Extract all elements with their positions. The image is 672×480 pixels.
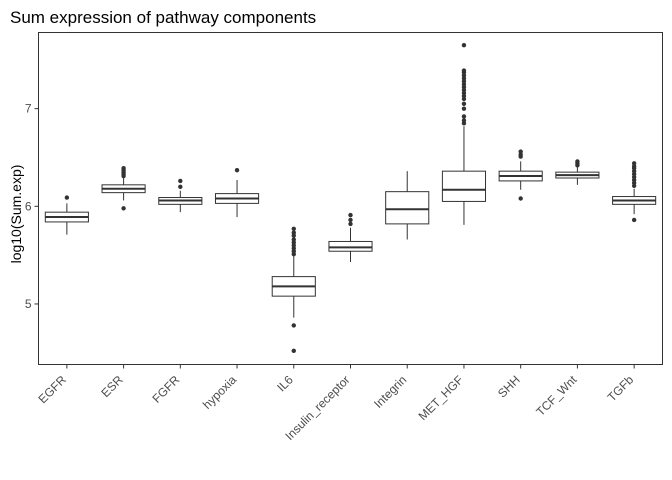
outlier-point [234, 167, 240, 173]
outlier-point [461, 68, 467, 73]
outlier-point [631, 217, 637, 223]
outlier-point [291, 348, 296, 354]
outlier-point [461, 42, 467, 48]
outlier-series [64, 42, 637, 354]
x-tick-label: ESR [98, 372, 126, 400]
y-tick-label: 7 [25, 102, 32, 116]
outlier-point [291, 226, 296, 231]
outlier-point [291, 237, 296, 242]
outlier-point [64, 195, 70, 200]
outlier-point [461, 114, 467, 119]
x-tick-label: SHH [495, 373, 523, 401]
outlier-point [121, 206, 126, 211]
y-tick-label: 6 [25, 199, 32, 213]
outlier-point [461, 106, 467, 111]
outlier-point [518, 196, 523, 201]
x-tick-label: FGFR [149, 372, 182, 405]
x-tick-label: EGFR [36, 372, 70, 406]
outlier-point [631, 161, 637, 166]
box-series [44, 126, 657, 318]
outlier-point [348, 221, 353, 227]
outlier-point [518, 149, 523, 154]
outlier-point [348, 212, 353, 218]
y-tick-label: 5 [25, 297, 32, 311]
box-integrin [385, 191, 430, 225]
x-tick-label: TGFb [605, 372, 637, 404]
outlier-point [178, 184, 183, 189]
plot-panel: 567 EGFR ESR FGFR hypoxia IL6Insulin_recepto… [25, 32, 663, 443]
outlier-point [291, 323, 296, 328]
y-axis-title: log10(Sum.exp) [8, 165, 24, 264]
outlier-point [178, 178, 183, 184]
chart-title: Sum expression of pathway components [10, 8, 316, 27]
outlier-point [121, 166, 126, 171]
outlier-point [348, 217, 353, 223]
x-tick-label: Integrin [371, 373, 409, 411]
box-met-hgf [441, 170, 487, 202]
y-axis-ticks: 5 6 7 [25, 102, 39, 311]
panel-border [38, 32, 663, 365]
outlier-point [291, 230, 296, 235]
x-tick-label: MET_HGF [416, 373, 466, 423]
x-tick-label: IL6 [274, 372, 296, 394]
x-tick-label: hypoxia [200, 373, 239, 412]
outlier-point [461, 101, 467, 106]
outlier-point [575, 159, 580, 164]
x-tick-label: TCF_Wnt [533, 372, 580, 419]
outlier-point [461, 118, 467, 123]
